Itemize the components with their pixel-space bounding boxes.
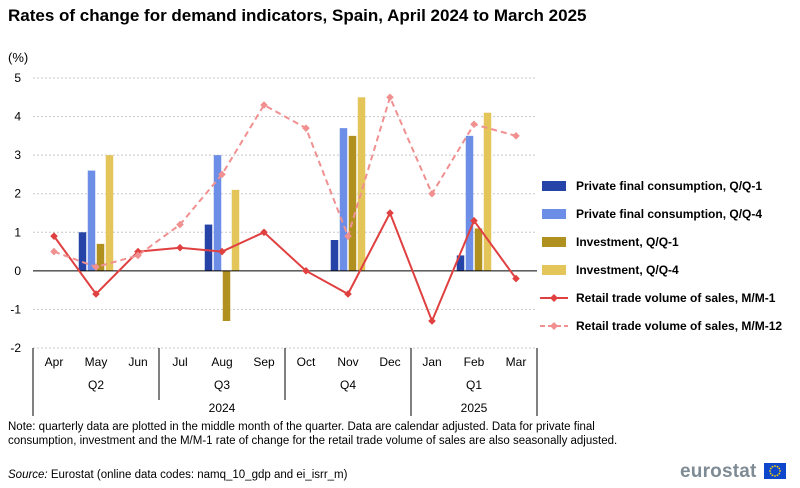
year-label: 2024 (209, 401, 236, 415)
data-point (218, 247, 226, 256)
data-point (50, 232, 58, 240)
bar (348, 135, 357, 271)
bar (78, 232, 87, 271)
eurostat-logo-text: eurostat (680, 461, 757, 482)
legend-label: Private final consumption, Q/Q-4 (576, 207, 763, 221)
x-tick-label: Aug (211, 355, 232, 369)
source-label: Source: (8, 469, 48, 481)
x-tick-label: Jan (422, 355, 441, 369)
bar (96, 243, 105, 271)
legend-item: Private final consumption, Q/Q-1 (540, 178, 762, 194)
data-point (344, 232, 352, 240)
eu-flag-icon (764, 463, 786, 479)
bar (339, 128, 348, 271)
bar (474, 228, 483, 271)
data-point (386, 209, 394, 217)
quarter-label: Q2 (88, 378, 104, 392)
eurostat-logo: eurostat (680, 461, 790, 483)
y-tick-label: 1 (14, 225, 21, 239)
x-tick-label: Oct (297, 355, 316, 369)
data-point (218, 170, 226, 179)
series-line (53, 210, 517, 324)
legend-item: Retail trade volume of sales, M/M-1 (540, 290, 775, 306)
data-point (512, 274, 520, 283)
quarter-label: Q3 (214, 378, 230, 392)
x-tick-label: Apr (45, 355, 64, 369)
y-tick-label: 5 (14, 71, 21, 85)
chart-note: Note: quarterly data are plotted in the … (8, 421, 618, 447)
x-tick-label: Feb (464, 355, 485, 369)
data-point (260, 101, 268, 109)
x-tick-label: Nov (337, 355, 358, 369)
quarter-label: Q1 (466, 378, 482, 392)
bar (357, 97, 366, 271)
y-tick-label: 3 (14, 148, 21, 162)
legend-swatch (540, 290, 568, 306)
data-point (176, 243, 184, 252)
x-tick-label: Mar (506, 355, 527, 369)
legend-label: Private final consumption, Q/Q-1 (576, 179, 763, 193)
year-label: 2025 (461, 401, 488, 415)
legend-label: Investment, Q/Q-4 (576, 263, 679, 277)
legend-item: Retail trade volume of sales, M/M-12 (540, 318, 782, 334)
legend-swatch (540, 206, 568, 222)
data-point (134, 251, 142, 260)
quarter-label: Q4 (340, 378, 356, 392)
bar (465, 135, 474, 271)
legend-swatch (540, 262, 568, 278)
x-tick-label: Jul (172, 355, 187, 369)
bar (204, 224, 213, 271)
data-point (428, 317, 436, 325)
legend-swatch (540, 178, 568, 194)
legend-label: Investment, Q/Q-1 (576, 235, 679, 249)
bar (231, 189, 240, 271)
legend-item: Investment, Q/Q-1 (540, 234, 679, 250)
legend-swatch (540, 234, 568, 250)
x-tick-label: Dec (379, 355, 400, 369)
data-point (470, 120, 478, 129)
legend-item: Investment, Q/Q-4 (540, 262, 679, 278)
legend-label: Retail trade volume of sales, M/M-1 (576, 291, 776, 305)
legend-item: Private final consumption, Q/Q-4 (540, 206, 762, 222)
bar (87, 170, 96, 271)
bar (456, 255, 465, 271)
y-tick-label: 4 (14, 110, 21, 124)
bar (105, 155, 114, 271)
data-point (302, 124, 310, 132)
legend-label: Retail trade volume of sales, M/M-12 (576, 319, 783, 333)
y-axis-unit-label: (%) (8, 50, 29, 65)
data-point (512, 132, 520, 140)
data-point (302, 267, 310, 275)
source-text: Eurostat (online data codes: namq_10_gdp… (47, 469, 348, 481)
y-tick-label: 0 (14, 264, 21, 278)
y-tick-label: 2 (14, 187, 21, 201)
chart-title: Rates of change for demand indicators, S… (8, 6, 587, 25)
bar (483, 112, 492, 271)
y-tick-label: -1 (10, 302, 21, 316)
y-tick-label: -2 (10, 341, 21, 355)
data-point (344, 290, 352, 298)
data-point (428, 189, 436, 198)
x-tick-label: May (85, 355, 108, 369)
data-point (260, 228, 268, 237)
series-line (53, 94, 517, 269)
chart-plot: -2 -1 0 1 2 3 4 5 Apr May Jun Jul Aug Sep Oct Nov Dec Jan… (10, 71, 538, 416)
data-point (470, 216, 478, 225)
chart-source: Source: Eurostat (online data codes: nam… (8, 469, 347, 481)
x-tick-label: Jun (128, 355, 147, 369)
data-point (92, 290, 100, 298)
bar (213, 155, 222, 271)
bar (222, 270, 231, 321)
data-point (386, 93, 394, 102)
data-point (92, 263, 100, 271)
bar (330, 240, 339, 271)
data-point (176, 220, 184, 229)
data-point (50, 247, 58, 256)
x-tick-label: Sep (253, 355, 275, 369)
legend-swatch (540, 318, 568, 334)
